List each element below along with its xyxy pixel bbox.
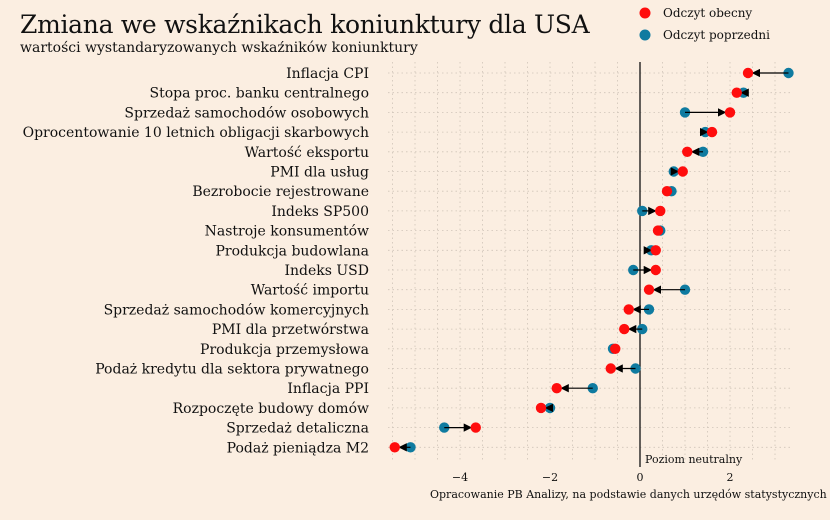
category-label: Indeks SP500: [271, 204, 369, 220]
category-label: Podaż pieniądza M2: [227, 440, 369, 456]
category-label: Sprzedaż samochodów osobowych: [124, 105, 369, 121]
current-dot: [470, 422, 481, 433]
current-dot: [742, 67, 754, 79]
category-label: Nastroje konsumentów: [205, 224, 369, 240]
category-label: Oprocentowanie 10 letnich obligacji skar…: [23, 125, 369, 141]
current-dot: [661, 186, 673, 197]
category-label: PMI dla przetwórstwa: [212, 322, 369, 338]
category-label: Stopa proc. banku centralnego: [150, 86, 369, 102]
category-label: Rozpoczęte budowy domów: [173, 401, 369, 417]
chart-subtitle: wartości wystandaryzowanych wskaźników k…: [20, 40, 418, 56]
category-label: Indeks USD: [284, 263, 369, 279]
current-dot: [551, 383, 562, 394]
current-dot: [650, 264, 661, 276]
category-label: Wartość importu: [251, 283, 369, 299]
x-tick-label: 2: [727, 471, 734, 484]
x-tick-label: −2: [542, 471, 558, 484]
category-label: Podaż kredytu dla sektora prywatnego: [95, 362, 369, 378]
current-dot: [652, 225, 664, 236]
current-dot: [677, 166, 688, 177]
legend-previous-label: Odczyt poprzedni: [663, 28, 770, 42]
current-dot: [650, 245, 661, 256]
category-label: PMI dla usług: [270, 165, 369, 181]
x-tick-label: 0: [637, 471, 644, 484]
current-dot: [706, 126, 718, 138]
current-dot: [724, 107, 736, 118]
category-label: Bezrobocie rejestrowane: [192, 184, 369, 200]
current-dot: [610, 343, 621, 354]
neutral-label: Poziom neutralny: [645, 453, 743, 466]
category-label: Inflacja CPI: [286, 66, 369, 82]
legend-current-label: Odczyt obecny: [663, 6, 752, 20]
legend-previous-marker: [639, 29, 651, 41]
category-label: Sprzedaż detaliczna: [226, 421, 369, 437]
x-tick-label: −4: [452, 471, 468, 484]
current-dot: [605, 363, 616, 374]
category-label: Inflacja PPI: [287, 381, 369, 397]
current-dot: [535, 402, 547, 414]
current-dot: [643, 284, 655, 295]
current-dot: [389, 442, 400, 453]
category-label: Sprzedaż samochodów komercyjnych: [104, 302, 369, 318]
category-label: Produkcja przemysłowa: [200, 342, 369, 358]
current-dot: [682, 146, 693, 157]
current-dot: [731, 87, 742, 98]
chart-source: Opracowanie PB Analizy, na podstawie dan…: [430, 488, 827, 501]
current-dot: [619, 323, 630, 335]
current-dot: [623, 304, 634, 315]
chart-title: Zmiana we wskaźnikach koniunktury dla US…: [20, 10, 590, 39]
category-label: Wartość eksportu: [245, 145, 369, 161]
legend-current-marker: [639, 7, 651, 19]
category-label: Produkcja budowlana: [215, 243, 369, 259]
current-dot: [655, 205, 666, 217]
